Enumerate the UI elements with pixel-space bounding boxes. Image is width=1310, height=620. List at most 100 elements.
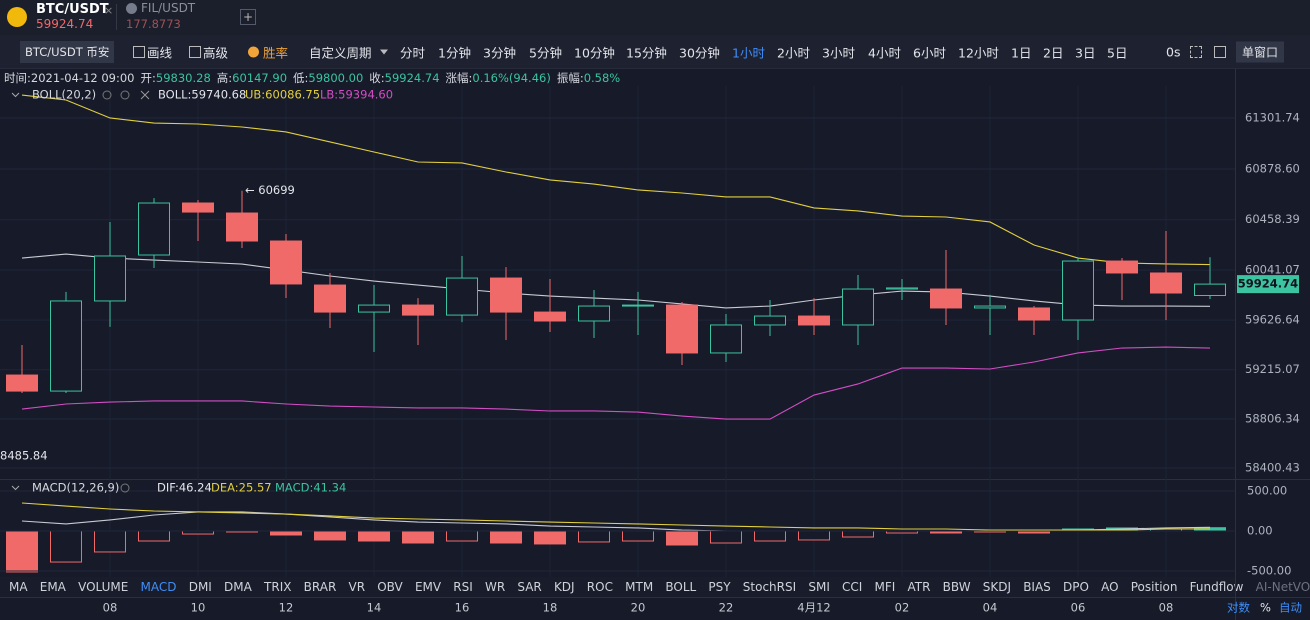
add-tab[interactable]: + <box>240 9 256 25</box>
info-time: 时间:2021-04-12 09:00 <box>4 71 135 85</box>
x-tick-label: 02 <box>895 601 910 615</box>
macd-bar <box>1062 528 1094 532</box>
percent-toggle: % <box>1260 601 1271 615</box>
period-button[interactable]: 2日 <box>1043 45 1064 61</box>
period-button[interactable]: 分时 <box>400 45 426 61</box>
period-button[interactable]: 6小时 <box>913 45 946 61</box>
indicator-tab[interactable]: AO <box>1101 580 1119 594</box>
candle-body <box>1194 283 1226 297</box>
indicator-tab[interactable]: EMV <box>414 580 442 594</box>
window-mode[interactable]: 单窗口 <box>1236 41 1285 63</box>
info-value: 59800.00 <box>308 71 364 85</box>
indicator-tab[interactable]: OBV <box>377 580 403 594</box>
indicator-tab[interactable]: PSY <box>708 580 731 594</box>
popout-icon[interactable] <box>1214 46 1226 58</box>
close-icon <box>140 90 150 100</box>
indicator-tab[interactable]: BRAR <box>303 580 337 594</box>
indicator-tab[interactable]: Fundflow <box>1189 580 1244 594</box>
period-button[interactable]: 1分钟 <box>438 45 471 61</box>
legend-text: BOLL(20,2) <box>32 88 96 102</box>
period-button[interactable]: 4小时 <box>868 45 901 61</box>
period-button[interactable]: 5分钟 <box>529 45 562 61</box>
advanced-icon <box>189 46 201 58</box>
info-label: 低: <box>293 71 309 85</box>
price-tag-label: 59924.74 <box>1238 277 1298 291</box>
indicator-tab[interactable]: WR <box>484 580 506 594</box>
custom-period[interactable]: 自定义周期 <box>309 45 372 61</box>
collapse-icon <box>11 92 20 98</box>
tab-symbol[interactable]: BTC/USDT <box>36 2 109 17</box>
period-button[interactable]: 3分钟 <box>483 45 516 61</box>
period-button[interactable]: 12小时 <box>958 45 999 61</box>
y-tick-label: 61301.74 <box>1245 110 1300 124</box>
macd-bar <box>226 530 258 533</box>
macd-bar <box>754 530 786 542</box>
tab-bar: BTC/USDT × 59924.74 FIL/USDT 177.8773 + <box>0 0 1310 35</box>
symbol-button[interactable]: BTC/USDT 币安 <box>20 41 115 63</box>
fullscreen-icon[interactable] <box>1190 46 1202 58</box>
period-button[interactable]: 1小时 <box>732 45 765 61</box>
indicator-tab[interactable]: VOLUME <box>78 580 129 594</box>
indicator-tab[interactable]: VR <box>348 580 366 594</box>
period-button[interactable]: 3小时 <box>822 45 855 61</box>
indicator-tab[interactable]: CCI <box>842 580 863 594</box>
auto-toggle: 自动 <box>1279 601 1302 615</box>
indicator-tab[interactable]: TRIX <box>264 580 292 594</box>
indicator-tab[interactable]: BBW <box>942 580 971 594</box>
fil-icon <box>126 3 137 14</box>
indicator-tab[interactable]: SKDJ <box>982 580 1012 594</box>
macd-bar <box>138 530 170 542</box>
indicator-tab[interactable]: MTM <box>625 580 654 594</box>
tab-close[interactable]: × <box>104 4 114 17</box>
indicator-tab[interactable]: BOLL <box>665 580 697 594</box>
indicator-tab[interactable]: StochRSI <box>742 580 797 594</box>
log-toggle: 对数 <box>1227 601 1250 615</box>
advanced-button[interactable]: 高级 <box>203 45 229 61</box>
period-button[interactable]: 30分钟 <box>679 45 720 61</box>
indicator-tab[interactable]: MA <box>9 580 28 594</box>
period-button[interactable]: 2小时 <box>777 45 810 61</box>
x-tick-label: 12 <box>279 601 294 615</box>
btc-icon <box>7 7 27 27</box>
period-button[interactable]: 5日 <box>1107 45 1128 61</box>
indicator-tab[interactable]: EMA <box>39 580 66 594</box>
period-button[interactable]: 3日 <box>1075 45 1096 61</box>
info-label: 振幅: <box>556 71 584 85</box>
indicator-tab[interactable]: DPO <box>1063 580 1089 594</box>
settings-icon <box>120 483 130 493</box>
indicator-tab[interactable]: SMI <box>808 580 830 594</box>
y-tick-label: 58400.43 <box>1245 460 1300 474</box>
info-label: 开: <box>140 71 156 85</box>
macd-bar <box>534 530 566 545</box>
x-tick-label: 14 <box>367 601 382 615</box>
candle-body <box>1062 260 1094 321</box>
indicator-tab[interactable]: Position <box>1130 580 1178 594</box>
indicator-tab[interactable]: RSI <box>453 580 473 594</box>
period-button[interactable]: 1日 <box>1011 45 1032 61</box>
macd-line <box>21 502 1211 531</box>
x-tick-label: 16 <box>455 601 470 615</box>
indicator-tab[interactable]: AI-NetVOL <box>1255 580 1310 594</box>
indicator-tab[interactable]: DMA <box>224 580 252 594</box>
macd-bar <box>314 530 346 541</box>
x-tick-label: 4月12 <box>797 601 830 615</box>
indicator-tab[interactable]: SAR <box>517 580 542 594</box>
indicator-tab[interactable]: MFI <box>874 580 896 594</box>
draw-button[interactable]: 画线 <box>147 45 173 61</box>
candle-body <box>666 304 698 354</box>
period-button[interactable]: 10分钟 <box>574 45 615 61</box>
candle-body <box>842 288 874 326</box>
period-button[interactable]: 15分钟 <box>626 45 667 61</box>
tab-symbol[interactable]: FIL/USDT <box>141 1 196 15</box>
indicator-tab[interactable]: ATR <box>907 580 931 594</box>
indicator-tab[interactable]: KDJ <box>553 580 575 594</box>
win-rate-button[interactable]: 胜率 <box>263 45 289 61</box>
macd-bar <box>1106 527 1138 532</box>
indicator-tab[interactable]: BIAS <box>1023 580 1051 594</box>
indicator-tab[interactable]: MACD <box>140 580 177 594</box>
indicator-tab[interactable]: ROC <box>586 580 613 594</box>
indicator-tab[interactable]: DMI <box>188 580 212 594</box>
draw-icon <box>133 46 145 58</box>
